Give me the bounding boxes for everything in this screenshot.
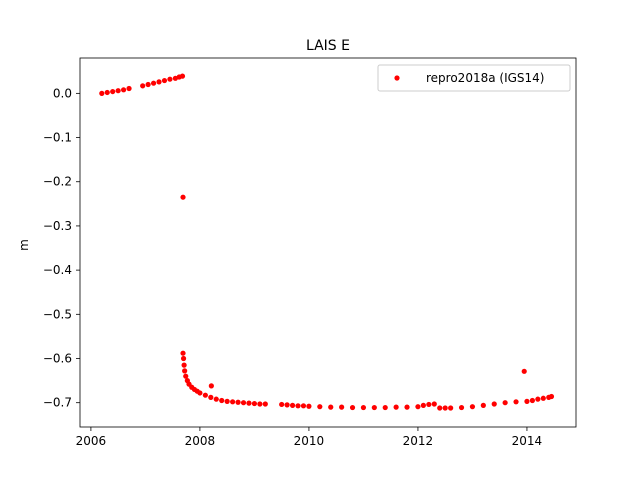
data-point	[121, 87, 127, 93]
data-point	[300, 403, 307, 409]
data-point	[197, 390, 203, 396]
data-point	[426, 401, 432, 408]
data-point	[295, 403, 301, 409]
data-point	[110, 88, 116, 95]
data-point	[251, 400, 258, 407]
data-point	[279, 401, 285, 408]
y-tick-label: 0.0	[53, 86, 72, 100]
y-tick-label: −0.5	[43, 307, 72, 321]
data-point	[115, 88, 121, 94]
data-point	[140, 83, 146, 89]
data-point	[156, 79, 162, 85]
y-tick-label: −0.3	[43, 219, 72, 233]
data-point	[180, 194, 186, 200]
data-point	[262, 401, 268, 407]
data-point	[161, 77, 168, 84]
data-point	[371, 404, 377, 411]
data-point	[240, 400, 247, 406]
data-point	[513, 399, 519, 405]
data-point	[360, 404, 367, 411]
x-tick-label: 2014	[512, 434, 543, 448]
data-point	[219, 397, 225, 404]
legend-box	[377, 64, 571, 92]
y-tick-label: −0.6	[43, 352, 72, 366]
data-point	[208, 394, 214, 400]
y-axis-ticks: 0.0 −0.1 −0.2 −0.3 −0.4 −0.5 −0.6 −0.7	[43, 86, 80, 410]
legend-marker	[394, 75, 400, 81]
data-point	[99, 90, 105, 96]
data-point	[524, 398, 530, 404]
data-point	[448, 405, 454, 411]
data-point	[339, 404, 345, 410]
data-point	[179, 73, 186, 79]
data-point	[208, 383, 214, 389]
data-point	[180, 355, 187, 362]
data-point	[257, 401, 263, 407]
data-point	[224, 398, 230, 404]
data-point	[306, 403, 312, 409]
x-tick-label: 2010	[294, 434, 325, 448]
data-point	[246, 400, 252, 406]
chart-title: LAIS E	[306, 38, 350, 54]
data-point	[491, 401, 497, 407]
data-point	[150, 80, 157, 86]
data-point	[289, 402, 296, 408]
data-point	[535, 396, 541, 402]
data-point	[382, 404, 388, 411]
data-point	[230, 399, 236, 405]
x-tick-label: 2006	[76, 434, 107, 448]
y-axis-label: m	[17, 239, 31, 251]
data-points	[99, 73, 555, 411]
data-point	[502, 400, 508, 406]
data-point	[180, 350, 186, 356]
data-point	[213, 396, 219, 402]
data-point	[521, 368, 527, 374]
data-point	[167, 76, 173, 82]
legend: repro2018a (IGS14)	[377, 64, 571, 92]
data-point	[393, 404, 399, 410]
data-point	[458, 404, 465, 411]
data-point	[328, 404, 334, 410]
data-point	[469, 404, 476, 410]
data-point	[404, 404, 410, 410]
data-point	[181, 362, 187, 368]
data-point	[540, 395, 546, 401]
y-tick-label: −0.1	[43, 131, 72, 145]
data-point	[349, 404, 356, 411]
data-point	[548, 393, 555, 400]
data-point	[284, 402, 290, 408]
data-point	[415, 404, 421, 410]
data-point	[145, 81, 151, 88]
data-point	[529, 397, 536, 404]
data-point	[317, 404, 323, 410]
data-point	[480, 402, 486, 408]
x-tick-label: 2008	[185, 434, 216, 448]
data-point	[104, 89, 110, 96]
y-tick-label: −0.2	[43, 175, 72, 189]
x-axis-ticks: 2006 2008 2010 2012 2014	[76, 427, 543, 448]
data-point	[183, 373, 189, 379]
data-point	[182, 368, 188, 374]
y-tick-label: −0.4	[43, 263, 72, 277]
data-point	[442, 405, 448, 411]
legend-label: repro2018a (IGS14)	[426, 71, 544, 85]
data-point	[235, 399, 241, 405]
data-point	[420, 402, 426, 408]
x-tick-label: 2012	[403, 434, 434, 448]
data-point	[431, 401, 437, 407]
data-point	[126, 85, 132, 92]
plot-frame	[79, 57, 577, 428]
data-point	[202, 392, 208, 398]
data-point	[437, 405, 443, 411]
y-tick-label: −0.7	[43, 396, 72, 410]
